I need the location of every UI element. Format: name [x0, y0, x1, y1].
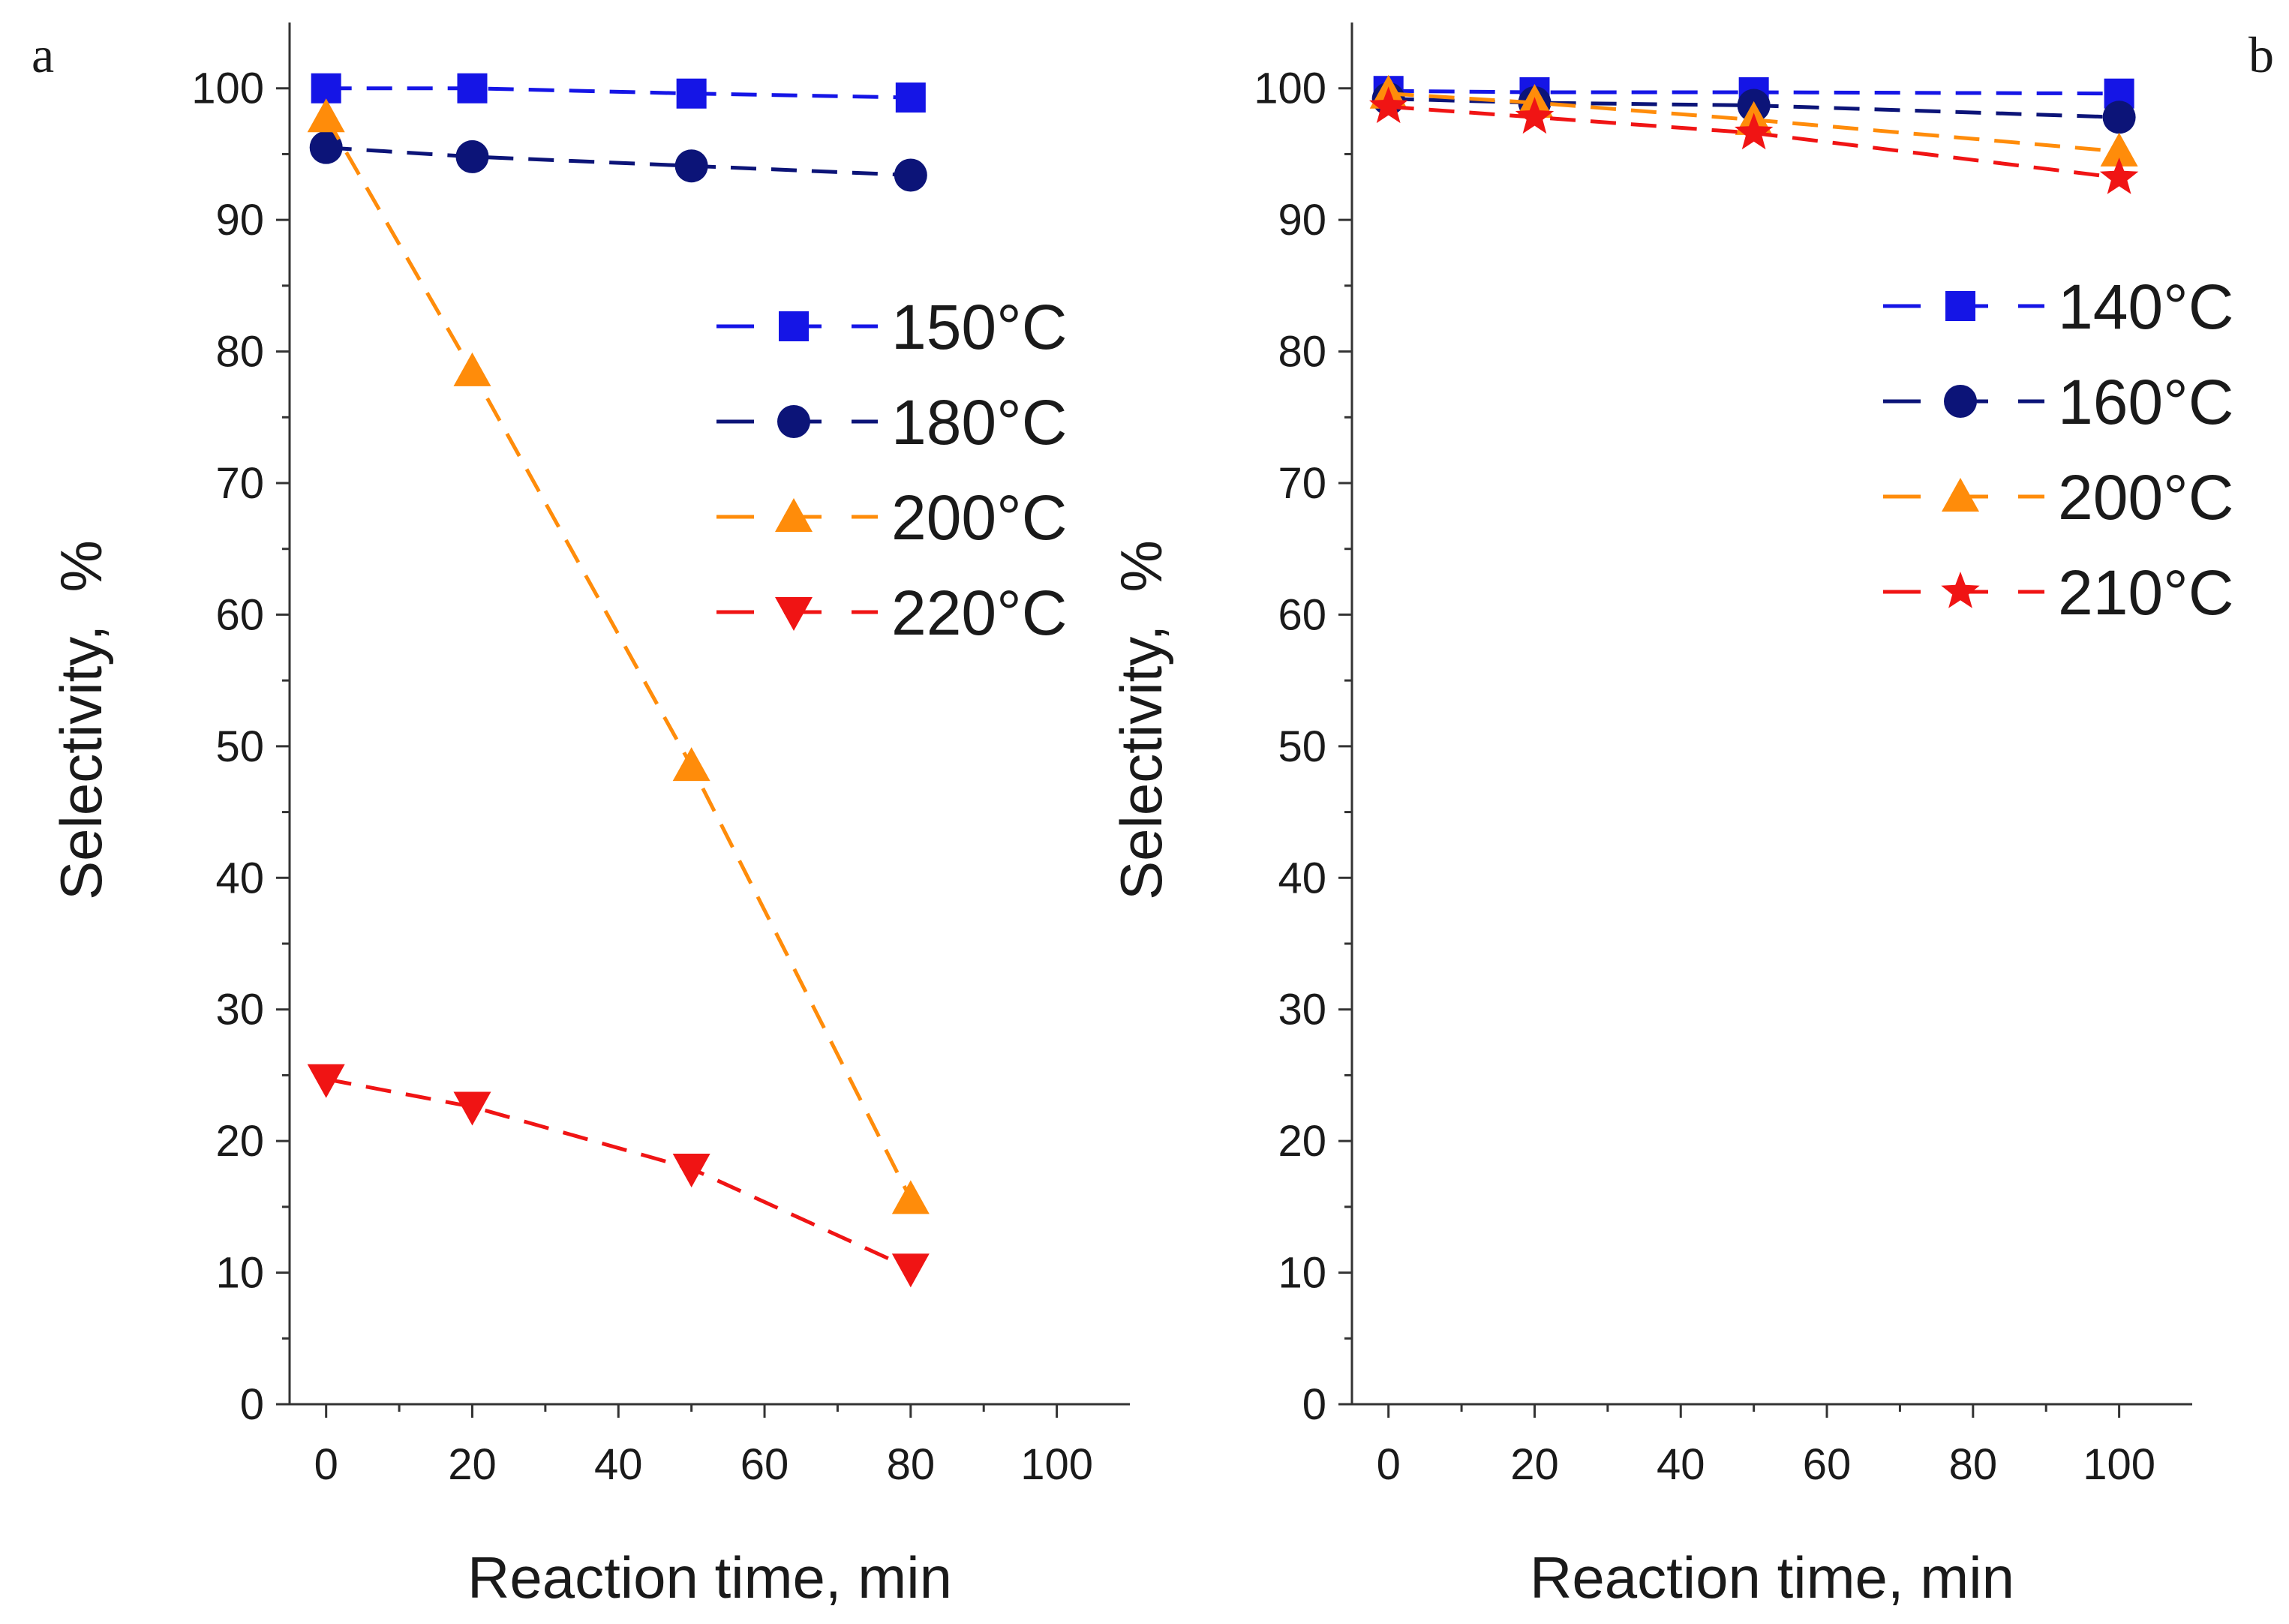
x-tick-label: 0 [1377, 1440, 1401, 1489]
x-tick-label: 100 [1020, 1440, 1093, 1489]
data-point [455, 140, 489, 173]
series-line [324, 116, 913, 1200]
x-tick-label: 100 [2083, 1440, 2155, 1489]
data-point [1369, 86, 1408, 124]
legend-label: 150°C [891, 292, 1067, 362]
legend-label: 140°C [2058, 272, 2233, 342]
y-tick-label: 10 [1278, 1249, 1326, 1298]
data-point [311, 73, 341, 104]
series-line [1388, 92, 2119, 154]
x-tick-label: 20 [448, 1440, 497, 1489]
x-tick-label: 0 [314, 1440, 338, 1489]
data-point [895, 82, 926, 113]
data-point [307, 1064, 345, 1098]
legend-marker [775, 498, 813, 532]
series-line [326, 86, 911, 100]
x-axis-label: Reaction time, min [1530, 1544, 2014, 1610]
y-tick-label: 70 [1278, 459, 1326, 508]
y-axis-label: Selectivity, % [1108, 540, 1174, 900]
legend-marker [777, 405, 810, 438]
y-tick-label: 50 [1278, 722, 1326, 771]
chart-panel-a: 0 10 20 30 40 50 60 70 80 90 100 0 20 40 60 80 100 Reacti… [32, 23, 1130, 1610]
data-point [1735, 113, 1774, 150]
data-point [1515, 97, 1555, 134]
data-point [2100, 132, 2138, 167]
series-line [1388, 97, 2119, 119]
x-tick-label: 80 [887, 1440, 936, 1489]
x-axis-label: Reaction time, min [467, 1544, 952, 1610]
legend-marker [1945, 291, 1975, 321]
x-tick-label: 60 [740, 1440, 789, 1489]
y-tick-label: 0 [1302, 1380, 1326, 1429]
data-point [453, 1091, 491, 1126]
y-tick-label: 20 [1278, 1117, 1326, 1166]
data-point [307, 98, 345, 133]
legend-marker [1941, 572, 1980, 608]
data-point [309, 131, 343, 164]
y-tick-label: 40 [1278, 854, 1326, 902]
legend-label: 220°C [891, 578, 1067, 648]
y-tick-label: 20 [215, 1117, 264, 1166]
y-tick-label: 30 [1278, 986, 1326, 1034]
data-point [2099, 158, 2139, 194]
chart-panel-b: 0 10 20 30 40 50 60 70 80 90 100 0 20 40 60 80 100 Reacti… [1108, 23, 2274, 1610]
panel-label: a [32, 26, 54, 83]
y-tick-label: 80 [215, 328, 264, 377]
y-tick-label: 100 [1254, 65, 1326, 113]
panel-label: b [2248, 26, 2274, 83]
legend-marker [1944, 385, 1977, 418]
series-line [1388, 104, 2119, 180]
y-tick-label: 40 [215, 854, 264, 902]
y-tick-label: 90 [215, 196, 264, 245]
data-point [457, 73, 488, 104]
x-tick-label: 40 [1657, 1440, 1705, 1489]
data-point [2102, 101, 2136, 134]
y-tick-label: 60 [215, 590, 264, 639]
data-point [891, 1253, 930, 1288]
y-tick-label: 100 [191, 65, 264, 113]
y-tick-label: 90 [1278, 196, 1326, 245]
legend-label: 200°C [2058, 462, 2233, 533]
legend-marker [1942, 478, 1979, 512]
legend-label: 160°C [2058, 367, 2233, 437]
y-tick-label: 10 [215, 1249, 264, 1298]
x-tick-label: 80 [1949, 1440, 1998, 1489]
y-tick-label: 70 [215, 459, 264, 508]
x-tick-label: 60 [1803, 1440, 1852, 1489]
x-tick-label: 20 [1510, 1440, 1559, 1489]
x-tick-label: 40 [594, 1440, 643, 1489]
data-point [672, 1153, 710, 1187]
data-point [453, 352, 491, 386]
legend-label: 200°C [891, 482, 1067, 553]
data-point [672, 747, 710, 782]
y-tick-label: 30 [215, 986, 264, 1034]
legend-label: 210°C [2058, 557, 2233, 628]
data-point [891, 1180, 930, 1214]
series-line [1388, 89, 2119, 96]
data-point [676, 78, 707, 109]
legend-marker [779, 311, 809, 341]
legend-label: 180°C [891, 387, 1067, 458]
y-tick-label: 0 [240, 1380, 264, 1429]
data-point [894, 158, 927, 192]
y-axis-label: Selectivity, % [48, 540, 114, 900]
data-point [674, 149, 708, 183]
y-tick-label: 50 [215, 722, 264, 771]
y-tick-label: 80 [1278, 328, 1326, 377]
y-tick-label: 60 [1278, 590, 1326, 639]
series-line [326, 1077, 912, 1271]
legend-marker [775, 597, 813, 631]
series-line [326, 146, 911, 177]
